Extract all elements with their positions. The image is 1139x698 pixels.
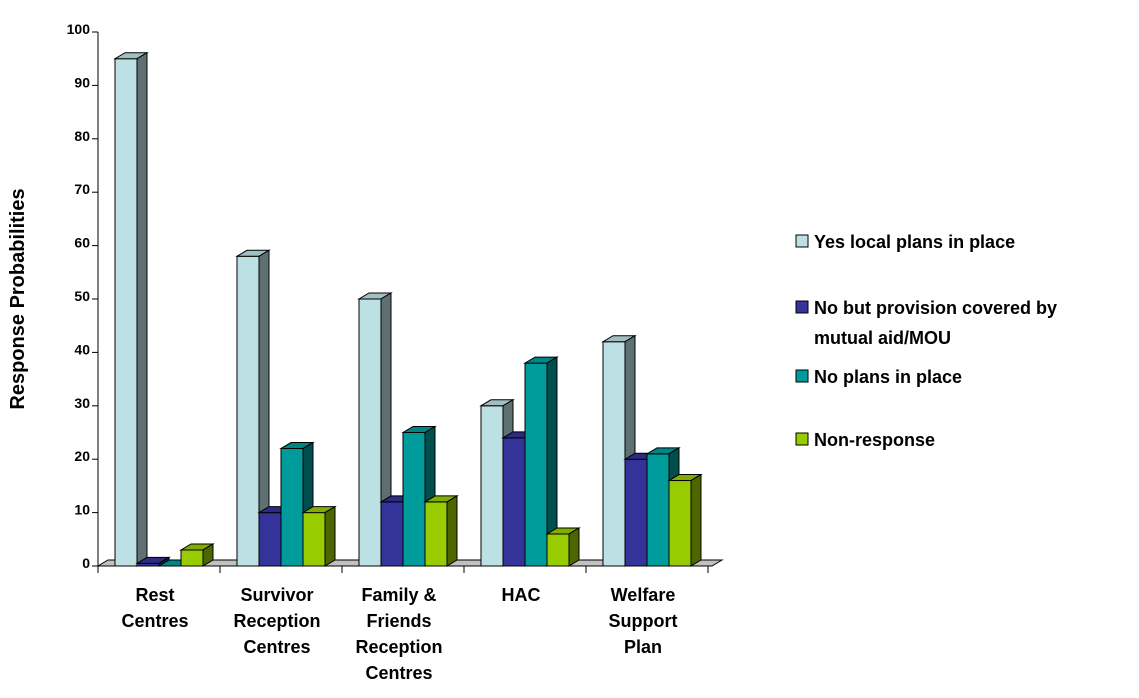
bar-side (446, 495, 458, 567)
legend-label: Yes local plans in place (814, 232, 1015, 252)
bar-side (202, 543, 214, 567)
bar (523, 356, 559, 567)
y-tick-label: 0 (82, 555, 90, 571)
bar (179, 543, 215, 567)
bar-front (380, 501, 404, 567)
x-category-label: Support (609, 611, 678, 631)
legend-item: Yes local plans in place (795, 232, 1015, 252)
bar (667, 473, 703, 567)
y-tick-label: 40 (74, 341, 90, 357)
y-tick-label: 50 (74, 288, 90, 304)
x-category-label: Centres (121, 611, 188, 631)
x-category-label: Centres (243, 637, 310, 657)
y-tick-label: 30 (74, 395, 90, 411)
y-tick-label: 20 (74, 448, 90, 464)
legend-item: No plans in place (795, 367, 962, 387)
y-axis-title: Response Probabilities (7, 188, 29, 409)
legend-swatch (795, 369, 809, 383)
bar (235, 249, 271, 567)
bar-front (424, 501, 448, 567)
bar-front (180, 549, 204, 567)
bar-front (114, 58, 138, 567)
y-tick-label: 10 (74, 502, 90, 518)
bar (135, 556, 171, 567)
legend-item: No but provision covered by mutual aid/MO… (795, 298, 1057, 348)
legend-swatch (795, 300, 809, 314)
x-category-label: Friends (366, 611, 431, 631)
legend-swatch (795, 432, 809, 446)
bar-front (624, 458, 648, 567)
bar-front (502, 437, 526, 567)
legend-swatch (795, 234, 809, 248)
bar-front (302, 512, 326, 567)
bar-side (136, 51, 148, 567)
bar-side (690, 473, 702, 567)
x-category-label: Reception (233, 611, 320, 631)
bar-front (668, 480, 692, 567)
legend-label: No but provision covered by (814, 298, 1057, 318)
y-tick-label: 90 (74, 74, 90, 90)
y-tick-label: 60 (74, 235, 90, 251)
bar (545, 527, 581, 567)
bar-front (358, 298, 382, 567)
bar-side (324, 505, 336, 567)
legend-group: Yes local plans in place No but provision… (795, 232, 1057, 450)
bar (423, 495, 459, 567)
legend-label: Non-response (814, 430, 935, 450)
x-category-label: Survivor (240, 585, 313, 605)
bar-side (568, 527, 580, 567)
bar (301, 505, 337, 567)
x-category-label: Family & (361, 585, 436, 605)
y-tick-label: 100 (67, 21, 91, 37)
y-tick-label: 70 (74, 181, 90, 197)
y-tick-label: 80 (74, 128, 90, 144)
bar-front (524, 362, 548, 567)
bar-front (646, 453, 670, 567)
x-category-label: Plan (624, 637, 662, 657)
labels-group: Rest Centres Survivor Reception Centres Famil… (121, 585, 677, 683)
x-category-label: Reception (355, 637, 442, 657)
bar-front (602, 341, 626, 567)
x-category-label: Centres (365, 663, 432, 683)
x-category-label: Rest (135, 585, 174, 605)
bar-front (258, 512, 282, 567)
legend-item: Non-response (795, 430, 935, 450)
legend-label: No plans in place (814, 367, 962, 387)
bar-front (236, 255, 260, 567)
x-category-label: Welfare (611, 585, 676, 605)
legend-label: mutual aid/MOU (814, 328, 951, 348)
bar-front (402, 432, 426, 567)
x-category-label: HAC (502, 585, 541, 605)
bars-group (113, 51, 703, 567)
bar-front (480, 405, 504, 567)
bar (113, 51, 149, 567)
bar-front (280, 448, 304, 567)
bar-front (546, 533, 570, 567)
